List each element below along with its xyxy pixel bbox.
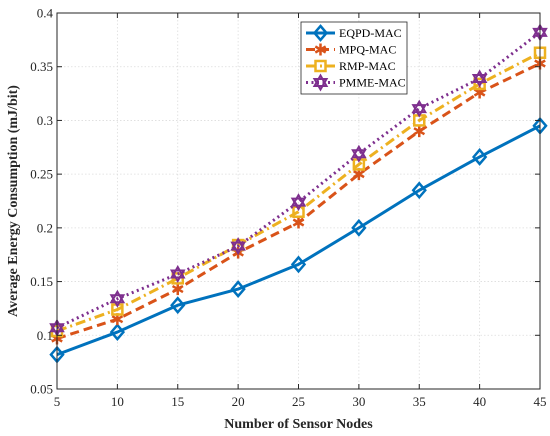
data-point [411, 99, 428, 118]
y-tick-label: 0.1 [37, 328, 53, 343]
data-point [109, 289, 126, 308]
y-axis-label: Average Energy Consumption (mJ/bit) [6, 85, 21, 317]
legend-entry: MPQ-MAC [306, 43, 396, 57]
x-tick-label: 20 [232, 394, 245, 409]
legend-marker [312, 73, 329, 92]
series-pmme-mac [49, 23, 548, 337]
x-tick-label: 40 [473, 394, 486, 409]
legend-label: MPQ-MAC [339, 43, 396, 57]
y-tick-label: 0.35 [30, 59, 53, 74]
y-tick-label: 0.05 [30, 382, 53, 397]
x-tick-label: 35 [413, 394, 426, 409]
x-tick-label: 5 [54, 394, 61, 409]
data-point [170, 296, 186, 315]
data-point [230, 280, 246, 299]
data-point [171, 283, 184, 296]
y-tick-label: 0.2 [37, 220, 53, 235]
x-tick-label: 15 [171, 394, 184, 409]
x-tick-label: 10 [111, 394, 124, 409]
y-tick-label: 0.4 [37, 6, 54, 21]
x-axis-label: Number of Sensor Nodes [224, 417, 373, 432]
data-point [473, 77, 486, 91]
y-tick-label: 0.3 [37, 113, 53, 128]
y-tick-label: 0.25 [30, 167, 53, 182]
x-tick-label: 45 [534, 394, 547, 409]
data-point [169, 265, 186, 284]
series-line [56, 31, 541, 330]
data-point [290, 193, 307, 212]
legend-marker [312, 24, 329, 42]
legend-entry: RMP-MAC [306, 59, 396, 73]
legend-marker [314, 43, 327, 56]
legend-label: EQPD-MAC [339, 26, 402, 40]
series-line [56, 124, 541, 357]
plot-background [57, 13, 540, 389]
data-point [109, 323, 126, 341]
data-point [292, 216, 305, 229]
legend-entry: PMME-MAC [306, 73, 406, 92]
data-point [471, 148, 488, 166]
data-point [351, 144, 367, 163]
legend-marker [314, 59, 327, 73]
x-tick-label: 25 [292, 394, 305, 409]
data-point [411, 181, 427, 200]
data-point [230, 237, 246, 256]
series-line [56, 51, 541, 333]
data-point [290, 255, 307, 274]
x-tick-label: 30 [352, 394, 365, 409]
data-point [292, 205, 305, 218]
data-point [351, 218, 367, 237]
y-tick-label: 0.15 [30, 274, 53, 289]
x-axis-ticks: 5 10 15 20 25 30 35 40 45 [54, 13, 547, 409]
data-point [471, 69, 488, 88]
legend-entry: EQPD-MAC [306, 24, 402, 42]
legend: EQPD-MAC MPQ-MAC RMP-MAC PMME-MAC [300, 21, 408, 95]
legend-label: PMME-MAC [339, 76, 406, 90]
legend-label: RMP-MAC [339, 59, 396, 73]
y-axis-ticks: 0.05 0.1 0.15 0.2 0.25 0.3 0.35 0.4 [30, 6, 540, 397]
data-point [413, 125, 426, 138]
